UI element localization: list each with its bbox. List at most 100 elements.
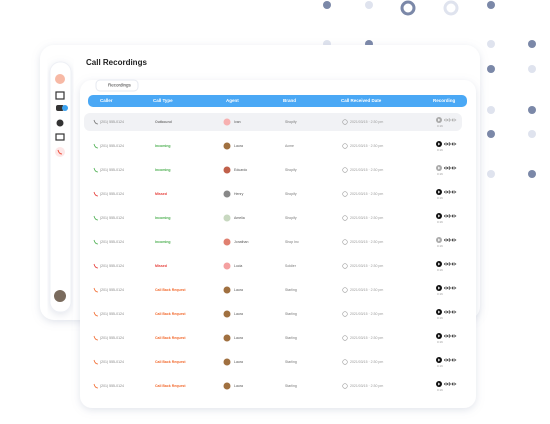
wave-bar (447, 167, 449, 169)
phone-icon (93, 167, 99, 173)
column-header: Recording (433, 98, 456, 103)
caller: (201) 555-0124 (100, 192, 124, 196)
clock-icon (342, 239, 348, 245)
wave-bar (444, 191, 445, 193)
player[interactable]: 0:16 (436, 237, 457, 248)
phone-icon (93, 383, 99, 389)
player[interactable]: 0:16 (436, 213, 457, 224)
wave-bar (450, 311, 452, 313)
call-type: Call Back Request (155, 312, 186, 316)
brand: Shop Inc (285, 240, 299, 244)
call-type: Call Back Request (155, 288, 186, 292)
caller: (201) 555-0124 (100, 120, 124, 124)
column-header: Brand (283, 98, 296, 103)
phone-icon (93, 191, 99, 197)
phone-icon (93, 287, 99, 293)
clock-icon (342, 359, 348, 365)
player[interactable]: 0:16 (436, 117, 457, 128)
clock-icon (342, 143, 348, 149)
page-title: Call Recordings (86, 58, 147, 67)
player[interactable]: 0:16 (436, 309, 457, 320)
duration: 0:16 (437, 244, 443, 248)
agent-avatar (223, 286, 231, 294)
wave-bar (444, 335, 445, 337)
player[interactable]: 0:16 (436, 333, 457, 344)
wave-bar (450, 359, 452, 361)
player[interactable]: 0:16 (436, 261, 457, 272)
wave-bar (450, 191, 452, 193)
play-icon (438, 238, 441, 242)
column-header: Call Received Date (341, 98, 382, 103)
duration: 0:16 (437, 148, 443, 152)
wave-bar (445, 166, 447, 170)
wave-bar (452, 190, 453, 194)
wave-bar (448, 214, 450, 218)
play-icon (438, 358, 441, 362)
player[interactable]: 0:16 (436, 381, 457, 392)
date: 2021/03/15 · 2:30 pm (350, 168, 383, 172)
date: 2021/03/15 · 2:30 pm (350, 384, 383, 388)
player[interactable]: 0:16 (436, 285, 457, 296)
wave-bar (445, 334, 447, 338)
brand: Starling (285, 312, 297, 316)
player[interactable]: 0:16 (436, 189, 457, 200)
wave-bar (445, 358, 447, 362)
wave-bar (452, 118, 453, 122)
player[interactable]: 0:16 (436, 357, 457, 368)
brand: Soldier (285, 264, 297, 268)
sidebar-icons[interactable] (54, 74, 68, 302)
wave-bar (455, 383, 457, 385)
caller: (201) 555-0124 (100, 288, 124, 292)
wave-bar (450, 383, 452, 385)
duration: 0:16 (437, 220, 443, 224)
wave-bar (452, 358, 453, 362)
wave-bar (452, 166, 453, 170)
wave-bar (452, 310, 453, 314)
wave-bar (455, 143, 457, 145)
tab[interactable] (95, 79, 139, 92)
brand: Shopify (285, 120, 297, 124)
wave-bar (444, 167, 445, 169)
brand: Starling (285, 288, 297, 292)
tab-label[interactable]: Recordings (108, 83, 132, 88)
wave-bar (445, 382, 447, 386)
wave-bar (452, 286, 453, 290)
duration: 0:16 (437, 364, 443, 368)
wave-bar (444, 239, 445, 241)
wave-bar (453, 118, 455, 122)
wave-bar (455, 335, 457, 337)
wave-bar (455, 287, 457, 289)
call-type: Call Back Request (155, 336, 186, 340)
caller: (201) 555-0124 (100, 336, 124, 340)
wave-bar (447, 335, 449, 337)
wave-bar (452, 214, 453, 218)
wave-bar (453, 334, 455, 338)
play-icon (438, 310, 441, 314)
wave-bar (448, 286, 450, 290)
agent-avatar (223, 310, 231, 318)
call-type: Missed (155, 264, 167, 268)
call-type: Incoming (155, 240, 171, 244)
caller: (201) 555-0124 (100, 360, 124, 364)
player[interactable]: 0:16 (436, 165, 457, 176)
wave-bar (455, 239, 457, 241)
wave-bar (444, 215, 445, 217)
date: 2021/03/15 · 2:30 pm (350, 120, 383, 124)
player[interactable]: 0:16 (436, 141, 457, 152)
wave-bar (447, 143, 449, 145)
wave-bar (452, 142, 453, 146)
wave-bar (447, 287, 449, 289)
row-highlight (84, 113, 462, 131)
wave-bar (453, 214, 455, 218)
wave-bar (450, 215, 452, 217)
play-icon (438, 118, 441, 122)
call-type: Incoming (155, 168, 171, 172)
phone-icon (93, 143, 99, 149)
date: 2021/03/15 · 2:30 pm (350, 312, 383, 316)
wave-bar (447, 239, 449, 241)
date: 2021/03/15 · 2:30 pm (350, 144, 383, 148)
duration: 0:16 (437, 388, 443, 392)
wave-bar (448, 166, 450, 170)
wave-bar (447, 191, 449, 193)
table-header (88, 95, 467, 107)
